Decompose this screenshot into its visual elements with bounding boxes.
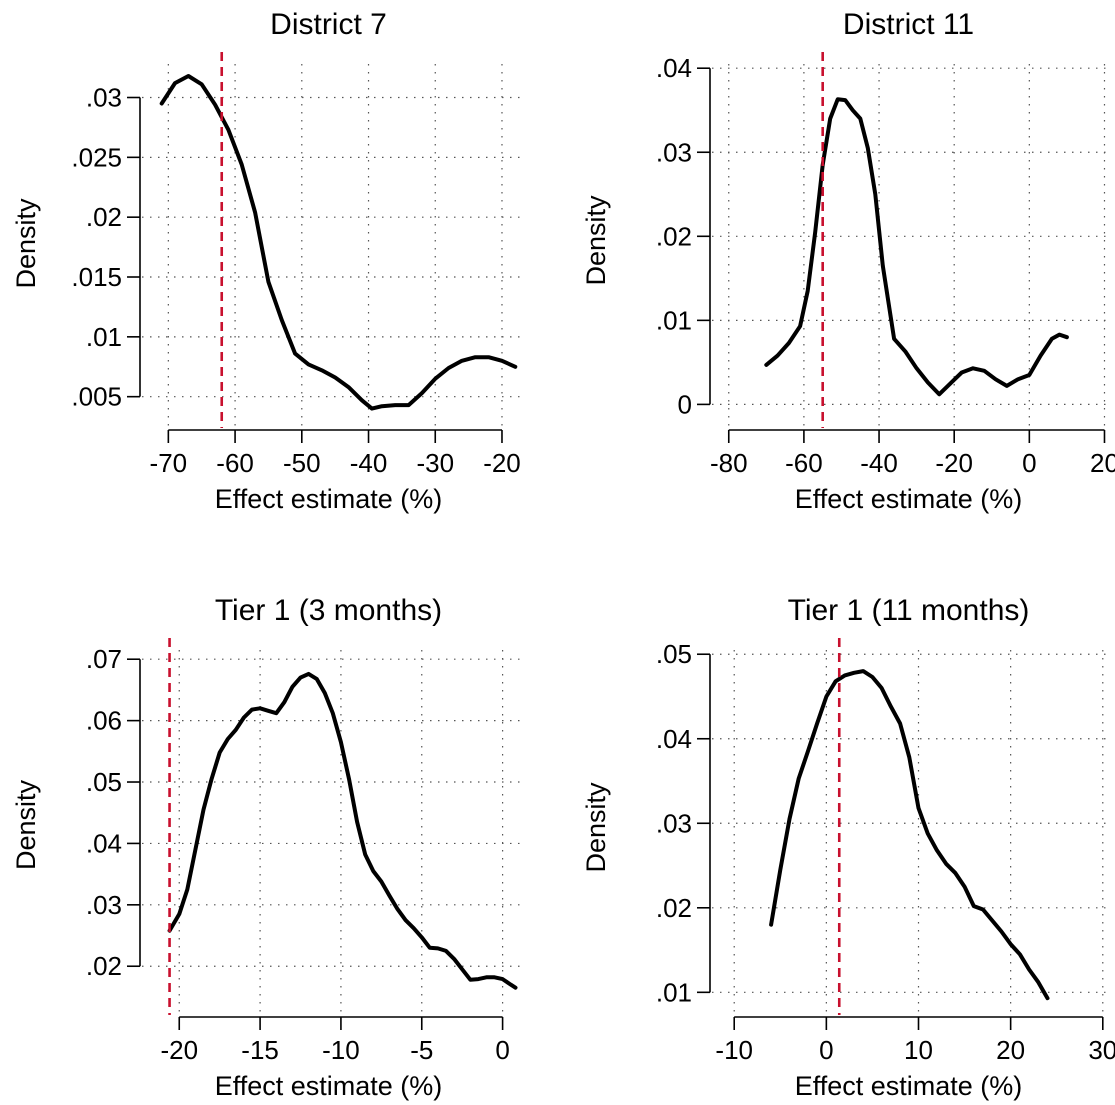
x-tick-label: 20 [1090,448,1115,478]
x-tick-label: -20 [483,448,521,478]
y-axis-label: Density [581,782,611,873]
x-tick-label: 0 [1022,448,1036,478]
y-tick-label: .005 [71,382,122,412]
x-axis-label: Effect estimate (%) [215,484,443,514]
x-axis-label: Effect estimate (%) [215,1071,443,1101]
x-tick-label: 30 [1088,1035,1115,1065]
y-tick-label: .02 [86,951,122,981]
x-tick-label: -20 [935,448,973,478]
density-curve [167,671,518,990]
y-tick-label: .05 [656,639,692,669]
chart-title: Tier 1 (3 months) [215,594,442,627]
x-tick-label: 20 [996,1035,1025,1065]
chart-title: District 7 [270,8,387,41]
chart-panel-district-11: District 11 Effect estimate (%) Density … [581,8,1115,514]
y-tick-label: .05 [86,767,122,797]
x-tick-label: -20 [160,1035,198,1065]
y-tick-label: .03 [656,137,692,167]
x-tick-label: -60 [785,448,823,478]
y-tick-label: .02 [86,202,122,232]
y-axis-label: Density [581,195,611,286]
chart-title: Tier 1 (11 months) [788,594,1030,627]
chart-panel-district-7: District 7 Effect estimate (%) Density .… [11,8,522,514]
density-curve [764,97,1069,397]
x-tick-label: -30 [416,448,454,478]
x-axis-label: Effect estimate (%) [795,1071,1023,1101]
y-axis-label: Density [11,198,41,289]
y-axis-label: Density [11,779,41,870]
x-tick-label: -80 [710,448,748,478]
chart-panel-tier1-11-months: Tier 1 (11 months) Effect estimate (%) D… [581,594,1115,1101]
x-tick-label: -5 [410,1035,433,1065]
y-tick-label: .03 [86,890,122,920]
y-tick-label: .02 [656,893,692,923]
y-tick-label: .04 [86,828,122,858]
x-tick-label: -60 [216,448,254,478]
y-tick-label: .03 [656,808,692,838]
x-tick-label: 0 [819,1035,833,1065]
x-tick-label: -40 [350,448,388,478]
x-tick-label: -40 [860,448,898,478]
y-tick-label: .04 [656,53,692,83]
x-tick-label: 0 [495,1035,509,1065]
x-tick-label: -10 [715,1035,753,1065]
y-tick-label: .01 [86,322,122,352]
y-tick-label: .02 [656,221,692,251]
x-tick-label: -50 [283,448,321,478]
y-tick-label: .04 [656,724,692,754]
x-tick-label: -70 [150,448,188,478]
y-tick-label: .025 [71,142,122,172]
density-curve [769,669,1050,1001]
x-tick-label: -10 [322,1035,360,1065]
chart-title: District 11 [843,8,974,41]
x-tick-label: 10 [904,1035,933,1065]
y-tick-label: .06 [86,706,122,736]
y-tick-label: 0 [678,389,692,419]
y-tick-label: .015 [71,262,122,292]
density-curve [159,74,518,411]
y-tick-label: .01 [656,305,692,335]
y-tick-label: .01 [656,977,692,1007]
y-tick-label: .03 [86,83,122,113]
chart-panel-tier1-3-months: Tier 1 (3 months) Effect estimate (%) De… [11,594,522,1101]
y-tick-label: .07 [86,644,122,674]
x-tick-label: -15 [241,1035,279,1065]
x-axis-label: Effect estimate (%) [795,484,1023,514]
